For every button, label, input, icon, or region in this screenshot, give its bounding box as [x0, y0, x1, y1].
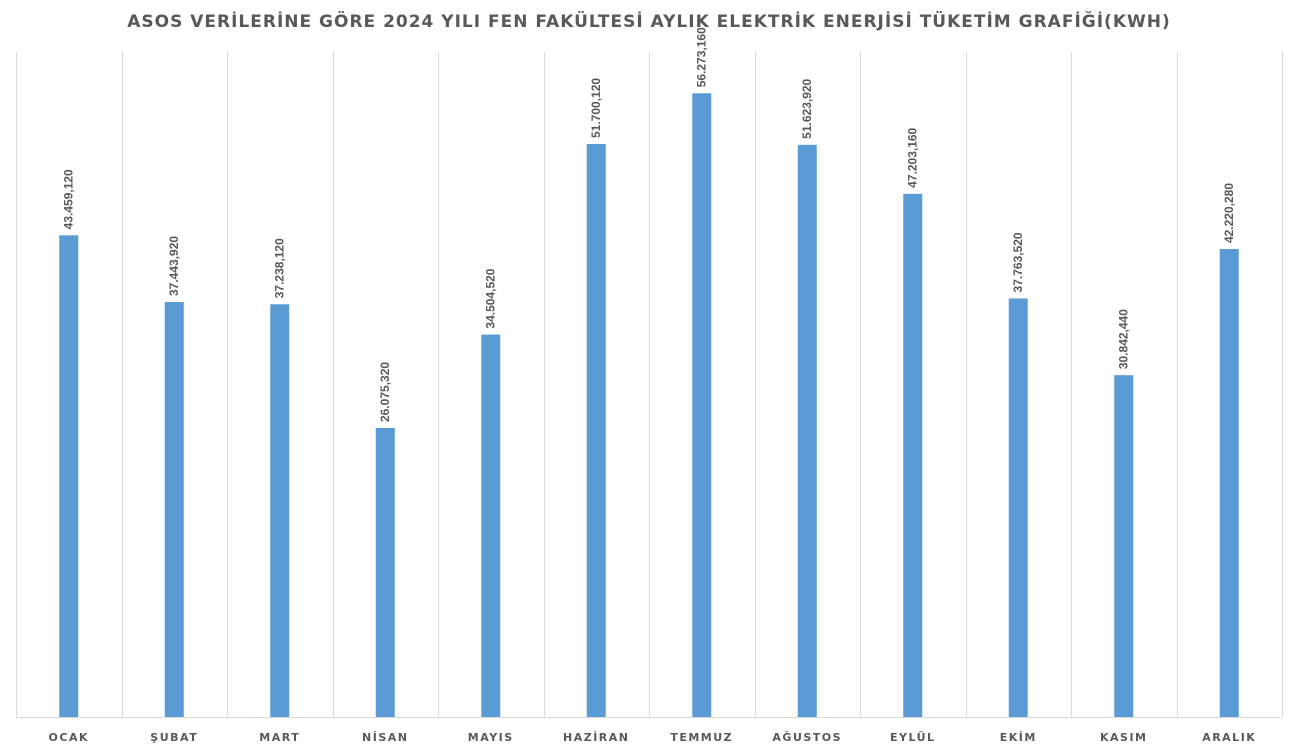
bar-7 — [692, 93, 712, 718]
bar-4 — [375, 427, 395, 717]
data-label-2: 37.443,920 — [167, 236, 181, 296]
x-tick-label-8: AĞUSTOS — [772, 731, 842, 744]
bar-2 — [164, 301, 184, 717]
x-tick-label-10: EKİM — [1000, 730, 1037, 744]
data-label-6: 51.700,120 — [589, 78, 603, 138]
bar-9 — [903, 193, 923, 717]
x-tick-label-12: ARALIK — [1202, 731, 1256, 744]
x-tick-label-11: KASIM — [1100, 731, 1148, 744]
x-tick-label-2: ŞUBAT — [150, 731, 198, 744]
data-label-9: 47.203,160 — [906, 127, 920, 187]
data-label-12: 42.220,280 — [1222, 183, 1236, 243]
bar-3 — [270, 304, 290, 717]
bar-11 — [1114, 375, 1134, 717]
data-label-7: 56.273,160 — [695, 27, 709, 87]
bar-10 — [1008, 298, 1028, 717]
data-label-3: 37.238,120 — [273, 238, 287, 298]
bar-6 — [586, 143, 606, 717]
x-tick-label-6: HAZİRAN — [563, 730, 629, 744]
label-layer: 43.459,120 37.443,920 37.238,120 26.075,320… — [62, 27, 1237, 422]
x-tick-label-4: NİSAN — [362, 730, 408, 744]
data-label-8: 51.623,920 — [800, 78, 814, 138]
bar-5 — [481, 334, 501, 717]
bar-layer — [59, 93, 1239, 718]
chart-title: ASOS VERİLERİNE GÖRE 2024 YILI FEN FAKÜL… — [127, 12, 1171, 32]
x-tick-label-7: TEMMUZ — [670, 731, 733, 744]
data-label-4: 26.075,320 — [378, 362, 392, 422]
x-tick-label-5: MAYIS — [468, 731, 514, 744]
data-label-10: 37.763,520 — [1011, 232, 1025, 292]
x-tick-layer: OCAK ŞUBAT MART NİSAN MAYIS HAZİRAN TEMMUZ AĞUS… — [49, 730, 1256, 744]
grid-layer — [16, 52, 1283, 718]
data-label-11: 30.842,440 — [1117, 309, 1131, 369]
x-tick-label-9: EYLÜL — [890, 730, 936, 744]
data-label-1: 43.459,120 — [62, 169, 76, 229]
x-tick-label-1: OCAK — [49, 731, 89, 744]
bar-8 — [797, 144, 817, 717]
x-tick-label-3: MART — [259, 731, 300, 744]
bar-1 — [59, 235, 79, 718]
bar-12 — [1219, 249, 1239, 717]
data-label-5: 34.504,520 — [484, 268, 498, 328]
